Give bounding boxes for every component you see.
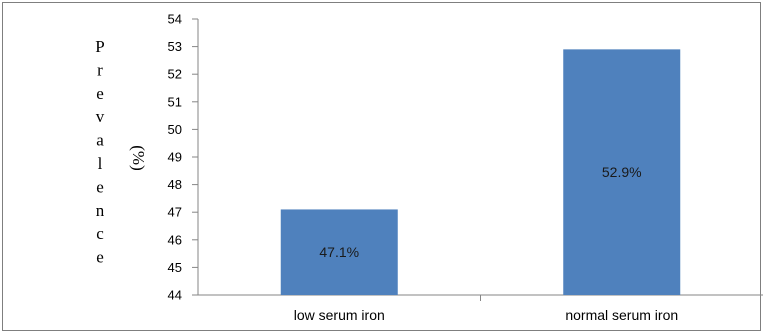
bar [280,209,398,295]
y-axis-unit-label: (%) [129,145,148,170]
y-tick-label: 47 [168,205,182,220]
y-axis-title-letter: n [96,201,105,220]
bar [563,49,681,295]
y-tick-label: 53 [168,39,182,54]
y-axis-title-letter: e [96,177,104,196]
y-tick-label: 44 [168,288,182,303]
y-axis-title-letter: P [95,37,104,56]
x-category-label: low serum iron [294,307,385,323]
y-axis-title-letter: c [96,224,104,243]
y-tick-label: 52 [168,67,182,82]
y-tick-label: 45 [168,260,182,275]
y-tick-label: 51 [168,94,182,109]
data-label: 47.1% [319,244,359,260]
y-axis-title-letter: l [98,154,103,173]
y-axis-title-letter: e [96,248,104,267]
y-tick-label: 50 [168,122,182,137]
y-tick-label: 48 [168,177,182,192]
y-axis-title-letter: e [96,84,104,103]
y-axis-title-letter: r [97,60,103,79]
data-label: 52.9% [602,164,642,180]
y-tick-label: 54 [168,12,182,27]
y-axis-title-letter: v [96,107,105,126]
chart-border [2,2,761,331]
y-tick-label: 49 [168,150,182,165]
y-tick-label: 46 [168,232,182,247]
x-category-label: normal serum iron [565,307,678,323]
y-axis-title-letter: a [96,131,104,150]
